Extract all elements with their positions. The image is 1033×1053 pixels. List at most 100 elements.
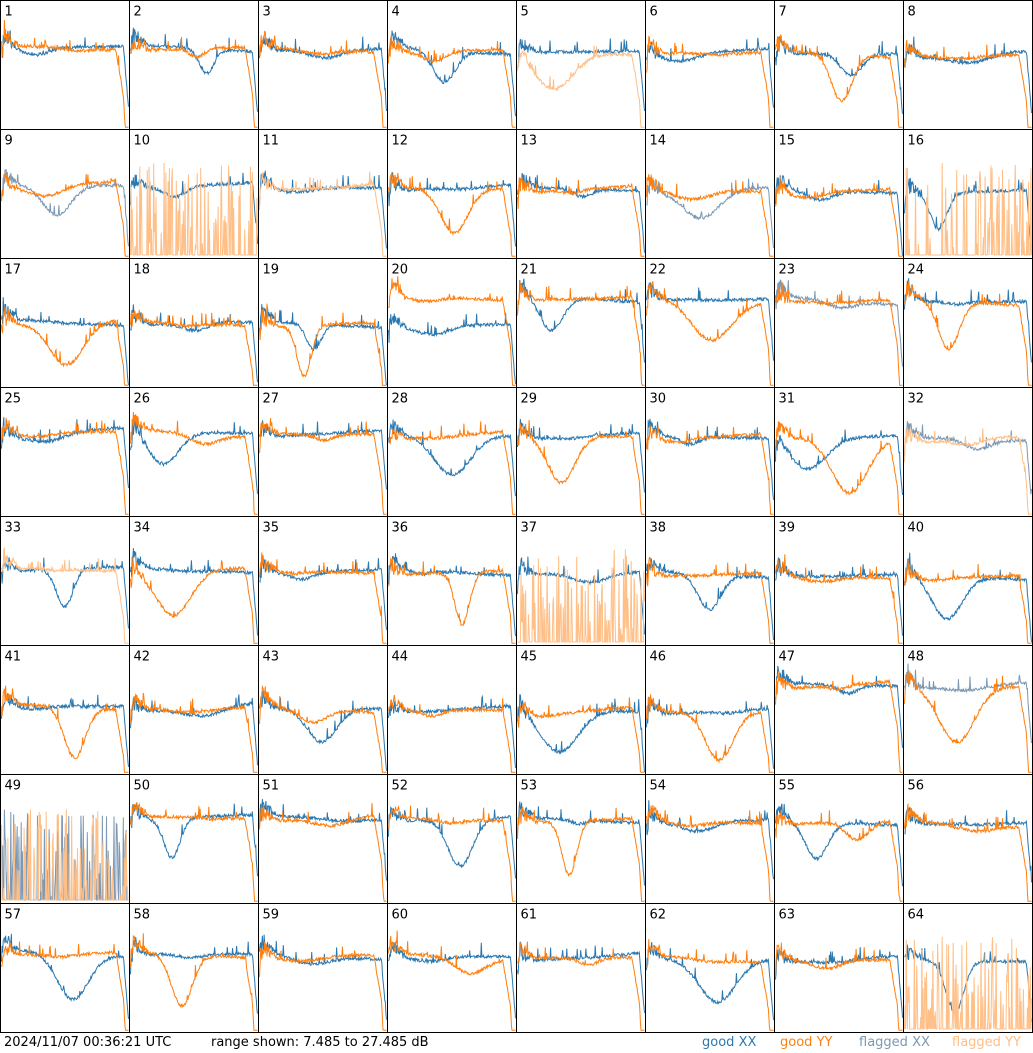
tile-28-yy-line	[388, 421, 516, 515]
tile-22-xx-line	[646, 282, 774, 361]
tile-56-xx-line	[904, 806, 1032, 883]
tile-13: 13	[516, 129, 646, 259]
tile-15-yy-line	[775, 176, 903, 257]
tile-23: 23	[774, 258, 904, 388]
tile-23-xx-line	[775, 279, 903, 367]
tile-48-yy-line	[904, 671, 1032, 773]
tile-number-11: 11	[263, 134, 280, 149]
tile-56: 56	[903, 774, 1033, 904]
tile-29-xx-line	[517, 418, 645, 493]
tile-42-xx-line	[130, 694, 258, 766]
tile-7: 7	[774, 0, 904, 130]
legend-good-yy-word: good	[780, 1035, 813, 1050]
tile-24-yy-line	[904, 280, 1032, 386]
legend-good-xx: good XX	[702, 1035, 756, 1050]
tile-number-1: 1	[5, 5, 13, 20]
tile-29: 29	[516, 387, 646, 517]
tile-42-yy-line	[130, 692, 258, 773]
tile-8: 8	[903, 0, 1033, 130]
tile-10: 10	[129, 129, 259, 259]
tile-27-xx-line	[259, 419, 387, 490]
tile-number-14: 14	[650, 134, 667, 149]
tile-14: 14	[645, 129, 775, 259]
tile-21-yy-line	[517, 282, 645, 386]
tile-number-61: 61	[521, 908, 538, 923]
tile-40-yy-line	[904, 560, 1032, 644]
tile-30-yy-line	[646, 424, 774, 515]
tile-33: 33	[0, 516, 130, 646]
tile-45: 45	[516, 645, 646, 775]
tile-28: 28	[387, 387, 517, 517]
tile-62: 62	[645, 903, 775, 1033]
tile-49-yy-line	[1, 809, 129, 901]
tile-43-yy-line	[259, 684, 387, 773]
tile-number-35: 35	[263, 521, 280, 536]
tile-57: 57	[0, 903, 130, 1033]
tile-number-28: 28	[392, 392, 409, 407]
tile-number-7: 7	[779, 5, 787, 20]
tile-61-xx-line	[517, 941, 645, 1014]
tile-12-xx-line	[388, 172, 516, 247]
tile-25-yy-line	[1, 417, 129, 515]
tile-number-56: 56	[908, 779, 925, 794]
tile-50: 50	[129, 774, 259, 904]
tile-45-yy-line	[517, 697, 645, 773]
tile-5-xx-line	[517, 38, 645, 111]
tile-number-18: 18	[134, 263, 151, 278]
tile-28-xx-line	[388, 419, 516, 497]
tile-frame-56	[903, 774, 1033, 904]
tile-60: 60	[387, 903, 517, 1033]
tile-46-xx-line	[646, 696, 774, 769]
tile-35-xx-line	[259, 555, 387, 630]
tile-number-26: 26	[134, 392, 151, 407]
tile-frame-53	[516, 774, 646, 904]
tile-9-yy-line	[1, 172, 129, 257]
tile-number-20: 20	[392, 263, 409, 278]
tile-frame-16	[903, 129, 1033, 259]
tile-19-yy-line	[259, 303, 387, 386]
tile-number-49: 49	[5, 779, 22, 794]
tile-frame-40	[903, 516, 1033, 646]
tile-frame-58	[129, 903, 259, 1033]
tile-number-15: 15	[779, 134, 796, 149]
tile-frame-23	[774, 258, 904, 388]
tile-frame-31	[774, 387, 904, 517]
tile-51: 51	[258, 774, 388, 904]
tile-54: 54	[645, 774, 775, 904]
tile-18-xx-line	[130, 304, 258, 383]
tile-24-xx-line	[904, 278, 1032, 363]
tile-34-yy-line	[130, 557, 258, 644]
tile-37: 37	[516, 516, 646, 646]
tile-44-xx-line	[388, 694, 516, 768]
legend-good-yy-pol: YY	[816, 1035, 833, 1050]
tile-35: 35	[258, 516, 388, 646]
tile-41-xx-line	[1, 692, 129, 767]
tile-58-yy-line	[130, 933, 258, 1031]
tile-31-xx-line	[775, 429, 903, 495]
tile-frame-35	[258, 516, 388, 646]
tile-58: 58	[129, 903, 259, 1033]
tile-frame-33	[0, 516, 130, 646]
tile-19: 19	[258, 258, 388, 388]
tile-frame-30	[645, 387, 775, 517]
tile-50-yy-line	[130, 802, 258, 902]
tile-41-yy-line	[1, 685, 129, 773]
tile-12-yy-line	[388, 172, 516, 257]
tile-41: 41	[0, 645, 130, 775]
tile-frame-13	[516, 129, 646, 259]
tile-frame-2	[129, 0, 259, 130]
tile-64-yy-line	[904, 936, 1032, 1030]
tile-8-xx-line	[904, 36, 1032, 114]
tile-number-51: 51	[263, 779, 280, 794]
tile-53-xx-line	[517, 801, 645, 886]
tile-number-34: 34	[134, 521, 151, 536]
tile-16-xx-line	[904, 177, 1032, 252]
tile-47-xx-line	[775, 665, 903, 748]
legend-flagged-yy-word: flagged	[952, 1035, 1001, 1050]
tile-number-59: 59	[263, 908, 280, 923]
tile-number-13: 13	[521, 134, 538, 149]
tile-10-xx-line	[130, 172, 258, 244]
tile-16-yy-line	[904, 162, 1032, 256]
tile-number-52: 52	[392, 779, 409, 794]
